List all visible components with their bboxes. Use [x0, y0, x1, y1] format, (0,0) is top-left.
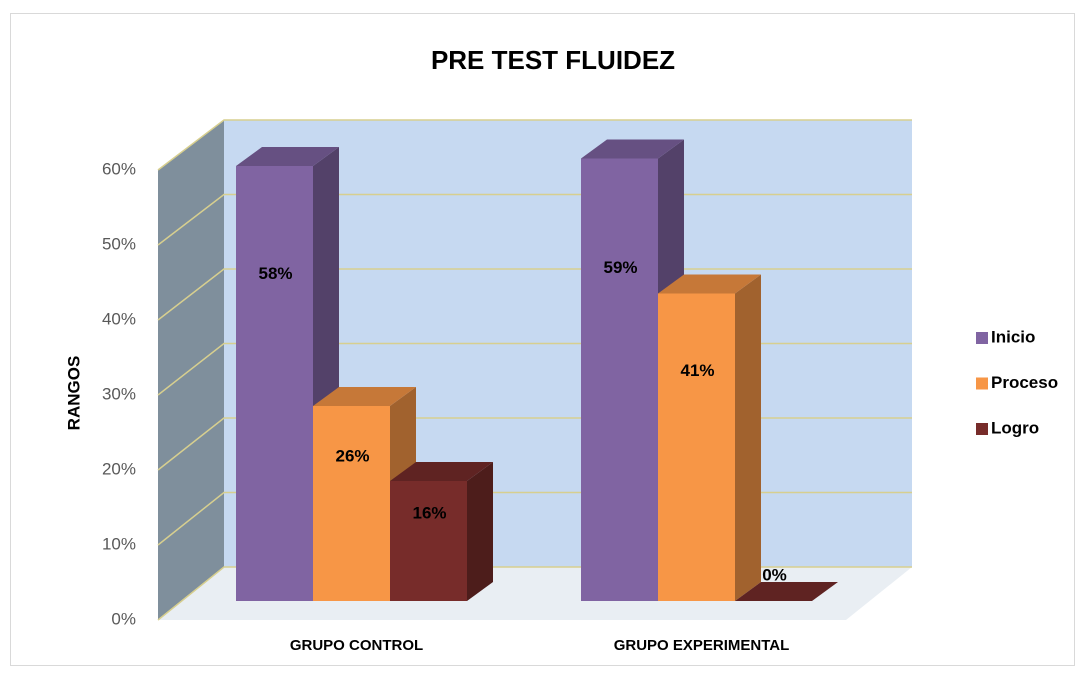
- y-tick-label: 40%: [102, 309, 136, 328]
- chart-title: PRE TEST FLUIDEZ: [431, 45, 675, 75]
- legend-label: Inicio: [991, 327, 1035, 346]
- bar: [581, 158, 658, 601]
- legend-swatch: [976, 423, 988, 435]
- y-tick-label: 20%: [102, 459, 136, 478]
- y-tick-label: 30%: [102, 384, 136, 403]
- bar: [390, 481, 467, 601]
- y-tick-label: 0%: [111, 609, 136, 628]
- data-label: 26%: [335, 446, 369, 465]
- data-label: 41%: [680, 361, 714, 380]
- bar-side: [467, 462, 493, 601]
- bar-top: [735, 582, 838, 601]
- bar-top: [658, 274, 761, 294]
- data-label: 0%: [762, 565, 787, 584]
- legend-swatch: [976, 377, 988, 390]
- legend-label: Proceso: [991, 373, 1058, 392]
- bar: [313, 406, 390, 601]
- bar-top: [390, 462, 493, 481]
- y-tick-label: 10%: [102, 534, 136, 553]
- bar-top: [313, 387, 416, 406]
- y-axis-label: RANGOS: [64, 356, 83, 431]
- y-tick-label: 50%: [102, 234, 136, 253]
- data-label: 16%: [412, 503, 446, 522]
- legend-swatch: [976, 332, 988, 344]
- bar-top: [581, 139, 684, 159]
- grid-line: [157, 119, 912, 171]
- bar: [236, 166, 313, 601]
- bar-top: [236, 147, 339, 166]
- data-label: 58%: [258, 264, 292, 283]
- legend-label: Logro: [991, 418, 1039, 437]
- x-tick-label: GRUPO CONTROL: [290, 637, 423, 654]
- bar-side: [735, 274, 761, 601]
- y-tick-label: 60%: [102, 159, 136, 178]
- data-label: 59%: [603, 258, 637, 277]
- x-tick-label: GRUPO EXPERIMENTAL: [614, 637, 790, 654]
- bar: [658, 293, 735, 601]
